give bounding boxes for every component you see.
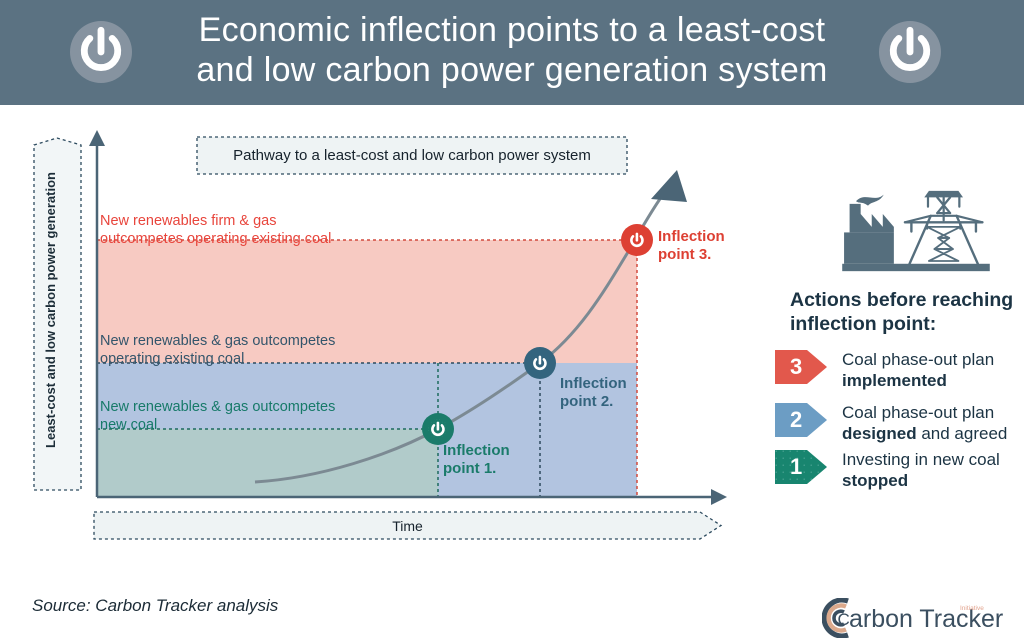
svg-text:C: C <box>838 610 850 629</box>
svg-text:Initiative: Initiative <box>960 605 984 612</box>
svg-text:1: 1 <box>790 454 802 479</box>
svg-text:3: 3 <box>790 354 802 379</box>
svg-text:2: 2 <box>790 407 802 432</box>
